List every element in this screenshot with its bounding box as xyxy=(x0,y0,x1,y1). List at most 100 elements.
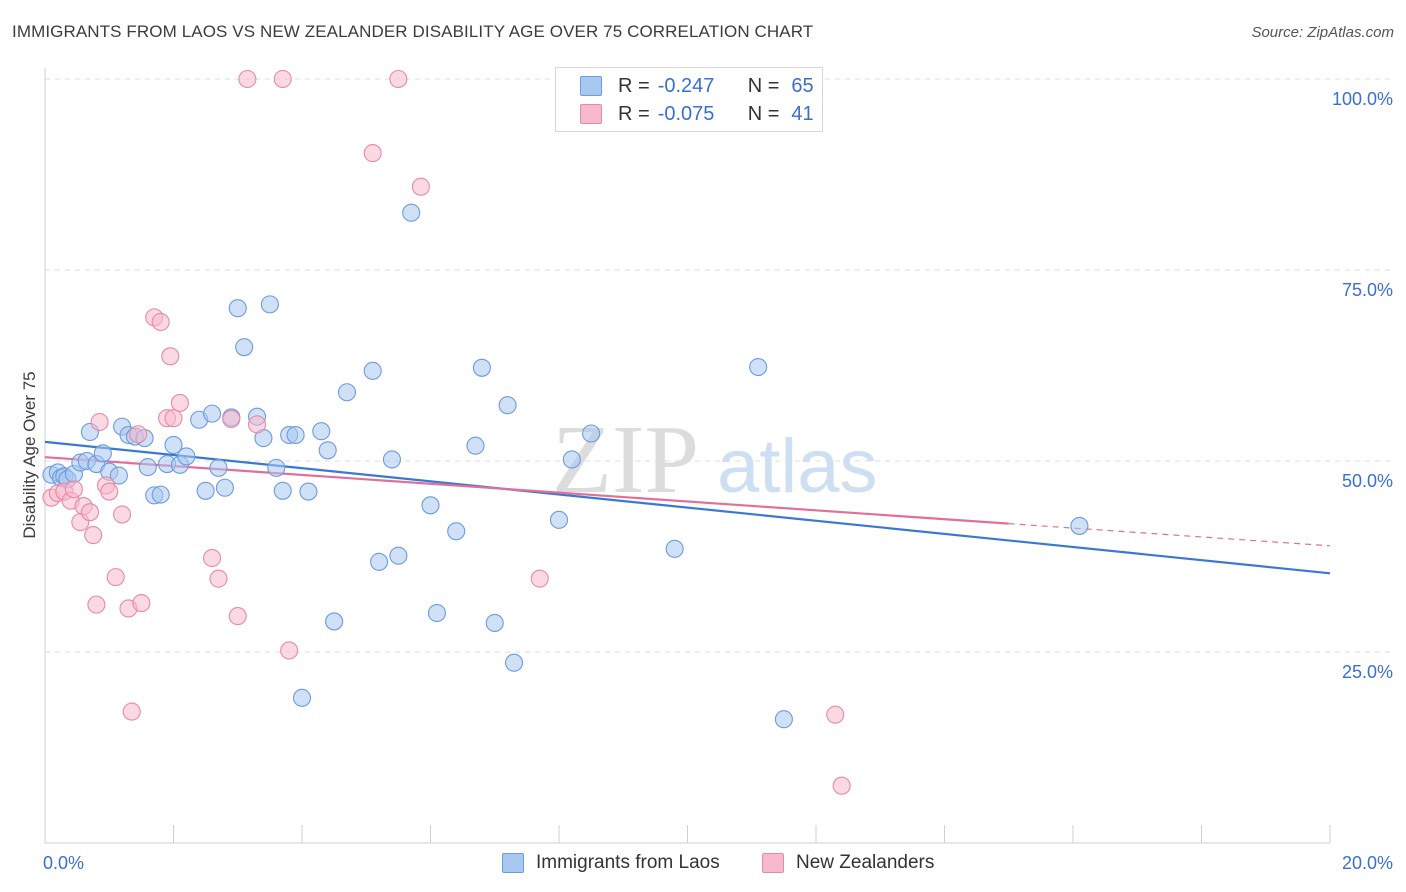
laos-point xyxy=(325,612,344,631)
data-points xyxy=(42,69,1089,795)
nz-point xyxy=(161,347,180,366)
laos-point xyxy=(235,338,254,357)
laos-point xyxy=(292,688,312,707)
nz-point xyxy=(238,69,257,89)
nz-point xyxy=(363,144,382,163)
nz-trend-line xyxy=(44,456,1009,525)
nz-point xyxy=(100,482,119,501)
x-tick-label: 20.0% xyxy=(1342,853,1393,873)
laos-point xyxy=(402,203,421,222)
nz-trend-extension xyxy=(1008,523,1331,547)
legend-r-label: R = xyxy=(618,74,650,97)
laos-trend-line xyxy=(44,440,1331,575)
laos-point xyxy=(447,522,466,541)
legend-n-value: 41 xyxy=(791,102,814,125)
nz-point xyxy=(826,705,845,724)
nz-point xyxy=(273,69,292,89)
legend-swatch-nz xyxy=(580,104,602,124)
laos-point xyxy=(267,458,286,477)
chart-title: IMMIGRANTS FROM LAOS VS NEW ZEALANDER DI… xyxy=(12,22,814,41)
laos-point xyxy=(203,404,222,423)
nz-point xyxy=(209,569,228,588)
laos-point xyxy=(286,425,305,445)
y-axis-label: Disability Age Over 75 xyxy=(20,371,39,539)
laos-point xyxy=(370,552,389,571)
laos-point xyxy=(228,299,247,318)
watermark-atlas: atlas xyxy=(717,424,878,509)
laos-point xyxy=(299,482,318,501)
nz-point xyxy=(132,594,151,613)
nz-point xyxy=(389,69,408,89)
nz-point xyxy=(80,503,100,522)
laos-point xyxy=(337,383,357,402)
nz-point xyxy=(113,505,132,524)
laos-point xyxy=(209,458,228,477)
nz-point xyxy=(87,595,106,614)
laos-point xyxy=(273,481,292,500)
laos-point xyxy=(472,358,491,377)
legend-item-laos[interactable]: Immigrants from Laos xyxy=(502,852,720,874)
laos-point xyxy=(93,444,112,463)
laos-point xyxy=(151,485,170,504)
laos-point xyxy=(389,546,408,565)
chart-source: Source: ZipAtlas.com xyxy=(1251,24,1394,41)
nz-point xyxy=(247,415,267,434)
laos-point xyxy=(318,441,337,460)
nz-point xyxy=(151,312,170,332)
laos-point xyxy=(549,510,569,529)
laos-point xyxy=(665,539,684,558)
y-tick-label: 25.0% xyxy=(1342,662,1393,682)
legend-label-laos: Immigrants from Laos xyxy=(536,852,720,873)
laos-point xyxy=(312,422,331,441)
legend-swatch-nz xyxy=(762,853,784,873)
nz-point xyxy=(129,425,148,444)
laos-point xyxy=(109,466,128,485)
laos-point xyxy=(382,450,402,469)
laos-point xyxy=(774,710,793,729)
nz-point xyxy=(411,177,430,196)
grid-lines xyxy=(45,78,1395,653)
laos-point xyxy=(1070,516,1089,535)
legend-row-nz: R = -0.075 N = 41 xyxy=(580,102,814,126)
y-tick-label: 50.0% xyxy=(1342,471,1393,491)
nz-point xyxy=(90,412,109,432)
nz-point xyxy=(84,526,103,545)
nz-point xyxy=(222,409,241,429)
laos-point xyxy=(421,496,440,515)
nz-point xyxy=(530,569,549,588)
laos-point xyxy=(427,603,446,623)
legend-label-nz: New Zealanders xyxy=(796,852,935,873)
laos-point xyxy=(363,361,382,380)
nz-point xyxy=(203,548,222,568)
laos-point xyxy=(749,357,768,377)
legend-n-label: N = xyxy=(747,74,780,97)
legend-n-value: 65 xyxy=(791,74,814,97)
trend-lines xyxy=(44,440,1331,575)
laos-point xyxy=(260,295,279,314)
laos-point xyxy=(177,447,196,466)
y-tick-label: 100.0% xyxy=(1332,89,1393,109)
nz-point xyxy=(832,776,851,795)
laos-point xyxy=(466,436,485,455)
nz-point xyxy=(228,607,247,626)
legend-n-label: N = xyxy=(747,102,780,125)
laos-point xyxy=(562,450,581,469)
legend-r-label: R = xyxy=(618,102,650,125)
laos-point xyxy=(582,424,601,443)
stats-legend: R = -0.247 N = 65 R = -0.075 N = 41 xyxy=(555,67,823,132)
y-tick-label: 75.0% xyxy=(1342,280,1393,300)
legend-item-nz[interactable]: New Zealanders xyxy=(762,852,934,874)
x-tick-label: 0.0% xyxy=(43,853,84,873)
nz-point xyxy=(170,393,189,412)
nz-point xyxy=(280,641,299,660)
legend-r-value: -0.075 xyxy=(657,102,715,125)
laos-point xyxy=(504,653,524,672)
laos-point xyxy=(485,613,504,633)
nz-point xyxy=(106,568,125,587)
legend-swatch-laos xyxy=(502,853,524,873)
laos-point xyxy=(164,435,183,455)
legend-r-value: -0.247 xyxy=(657,74,715,97)
laos-point xyxy=(196,481,215,500)
laos-point xyxy=(498,396,517,415)
nz-point xyxy=(164,409,183,428)
